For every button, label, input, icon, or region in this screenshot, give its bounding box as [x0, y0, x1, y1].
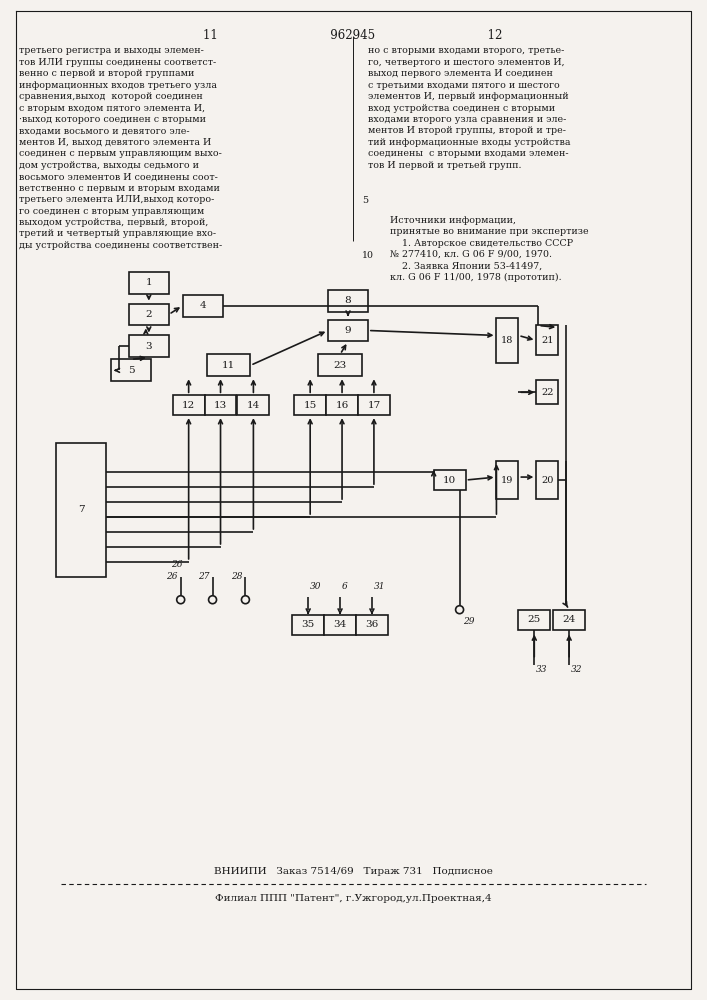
Text: 31: 31 — [374, 582, 385, 591]
Text: 28: 28 — [231, 572, 243, 581]
FancyBboxPatch shape — [518, 610, 550, 630]
Text: 1: 1 — [146, 278, 152, 287]
Text: 7: 7 — [78, 505, 84, 514]
Text: 5: 5 — [362, 196, 368, 205]
FancyBboxPatch shape — [182, 295, 223, 317]
Text: 32: 32 — [571, 665, 583, 674]
Text: 29: 29 — [462, 617, 474, 626]
Text: 10: 10 — [362, 251, 374, 260]
FancyBboxPatch shape — [553, 610, 585, 630]
Text: 11                              962945                              12: 11 962945 12 — [204, 29, 503, 42]
Text: 26: 26 — [171, 560, 182, 569]
Text: 30: 30 — [310, 582, 322, 591]
Text: 34: 34 — [334, 620, 346, 629]
Text: но с вторыми входами второго, третье-
го, четвертого и шестого элементов И,
выхо: но с вторыми входами второго, третье- го… — [368, 46, 571, 170]
Text: 13: 13 — [214, 401, 227, 410]
Text: Источники информации,
принятые во внимание при экспертизе
    1. Авторское свиде: Источники информации, принятые во вниман… — [390, 216, 588, 282]
FancyBboxPatch shape — [56, 443, 106, 577]
Text: 21: 21 — [541, 336, 554, 345]
Text: 24: 24 — [563, 615, 575, 624]
Text: 35: 35 — [302, 620, 315, 629]
FancyBboxPatch shape — [328, 290, 368, 312]
FancyBboxPatch shape — [356, 615, 388, 635]
Text: 20: 20 — [541, 476, 554, 485]
Text: ВНИИПИ   Заказ 7514/69   Тираж 731   Подписное: ВНИИПИ Заказ 7514/69 Тираж 731 Подписное — [214, 867, 493, 876]
FancyBboxPatch shape — [204, 395, 236, 415]
Text: 25: 25 — [527, 615, 541, 624]
FancyBboxPatch shape — [433, 470, 465, 490]
Text: 5: 5 — [127, 366, 134, 375]
Text: 9: 9 — [345, 326, 351, 335]
Text: 19: 19 — [501, 476, 513, 485]
FancyBboxPatch shape — [318, 354, 362, 376]
Text: 16: 16 — [335, 401, 349, 410]
Text: Филиал ППП "Патент", г.Ужгород,ул.Проектная,4: Филиал ППП "Патент", г.Ужгород,ул.Проект… — [215, 894, 491, 903]
FancyBboxPatch shape — [537, 380, 559, 404]
FancyBboxPatch shape — [292, 615, 324, 635]
FancyBboxPatch shape — [358, 395, 390, 415]
Text: 33: 33 — [537, 665, 548, 674]
FancyBboxPatch shape — [496, 318, 518, 363]
FancyBboxPatch shape — [496, 461, 518, 499]
Text: 4: 4 — [199, 301, 206, 310]
Text: третьего регистра и выходы элемен-
тов ИЛИ группы соединены соответст-
венно с п: третьего регистра и выходы элемен- тов И… — [19, 46, 223, 250]
FancyBboxPatch shape — [238, 395, 269, 415]
FancyBboxPatch shape — [537, 461, 559, 499]
Text: 36: 36 — [366, 620, 378, 629]
Text: 26: 26 — [166, 572, 177, 581]
Text: 8: 8 — [345, 296, 351, 305]
FancyBboxPatch shape — [129, 272, 169, 294]
FancyBboxPatch shape — [324, 615, 356, 635]
FancyBboxPatch shape — [326, 395, 358, 415]
FancyBboxPatch shape — [294, 395, 326, 415]
Text: 10: 10 — [443, 476, 456, 485]
Text: 2: 2 — [146, 310, 152, 319]
Text: 17: 17 — [368, 401, 380, 410]
FancyBboxPatch shape — [129, 304, 169, 325]
FancyBboxPatch shape — [537, 325, 559, 355]
Text: 18: 18 — [501, 336, 513, 345]
Text: 3: 3 — [146, 342, 152, 351]
FancyBboxPatch shape — [129, 335, 169, 357]
Text: 27: 27 — [198, 572, 209, 581]
FancyBboxPatch shape — [206, 354, 250, 376]
Text: 23: 23 — [334, 361, 346, 370]
Text: 12: 12 — [182, 401, 195, 410]
FancyBboxPatch shape — [173, 395, 204, 415]
Text: 22: 22 — [541, 388, 554, 397]
FancyBboxPatch shape — [328, 320, 368, 341]
Text: 6: 6 — [342, 582, 348, 591]
Text: 15: 15 — [303, 401, 317, 410]
FancyBboxPatch shape — [111, 359, 151, 381]
Text: 14: 14 — [247, 401, 260, 410]
Text: 11: 11 — [222, 361, 235, 370]
